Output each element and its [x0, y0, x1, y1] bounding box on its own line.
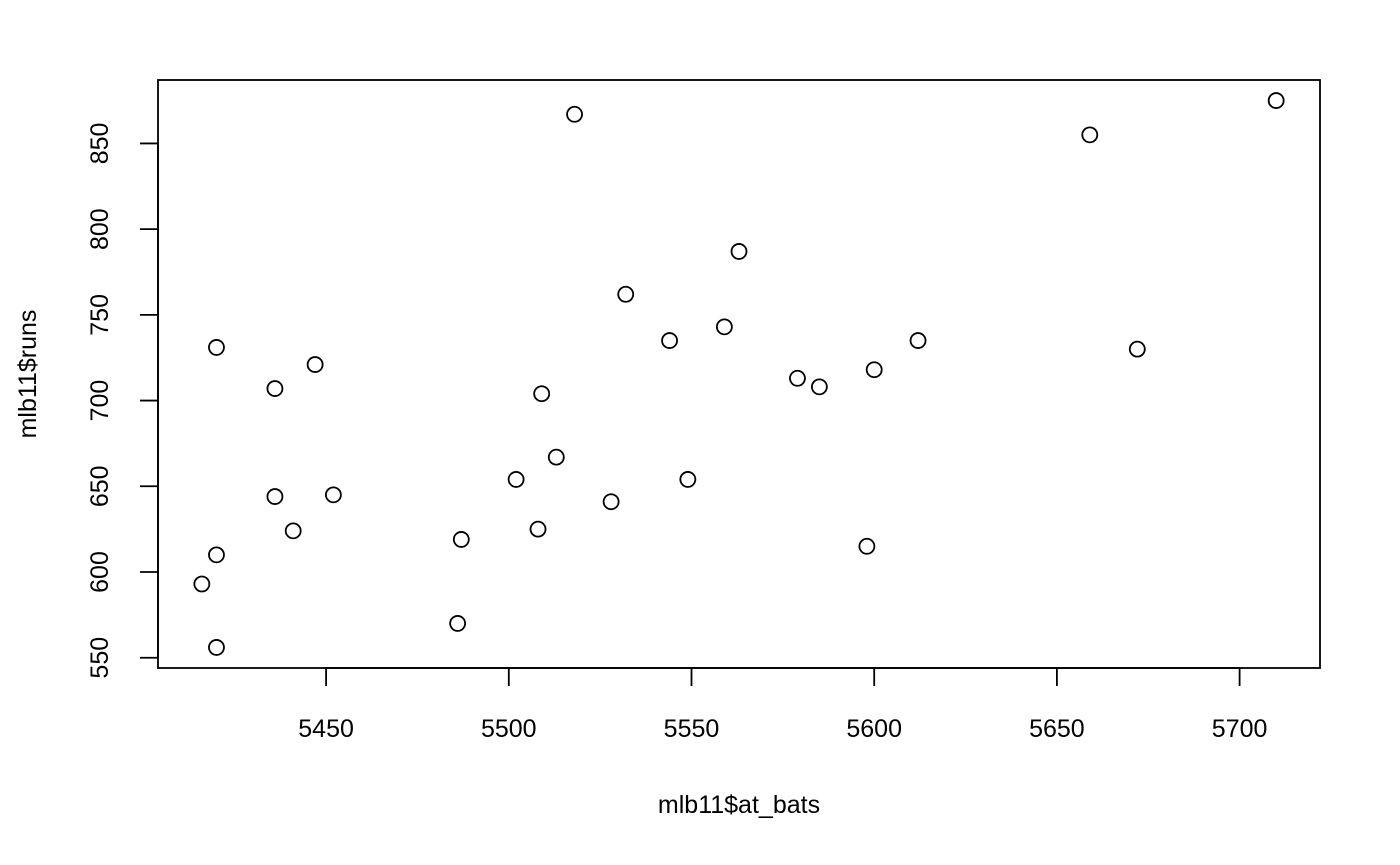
data-point	[449, 615, 467, 632]
y-tick-label: 800	[86, 208, 114, 250]
data-point	[909, 332, 927, 349]
data-point	[533, 385, 551, 403]
data-point	[679, 471, 697, 488]
x-tick-label: 5500	[481, 715, 537, 743]
data-point	[306, 356, 324, 373]
plot-frame	[157, 79, 1321, 669]
data-point	[661, 332, 678, 349]
x-tick-label: 5450	[298, 715, 354, 743]
x-axis: 5450 5500 5550 5600 5650 5700	[298, 667, 1268, 743]
data-point	[730, 243, 748, 260]
data-point	[284, 522, 302, 540]
y-tick-label: 850	[86, 123, 114, 165]
y-axis: 550 600 650 700 750 800 850	[86, 123, 159, 679]
y-tick-label: 550	[86, 637, 114, 679]
data-point	[1267, 92, 1285, 109]
data-point	[208, 546, 225, 564]
data-point	[617, 285, 635, 303]
data-point	[1081, 126, 1099, 144]
data-point	[865, 361, 883, 379]
data-point	[858, 537, 876, 555]
data-point	[566, 105, 583, 123]
data-point	[715, 318, 733, 336]
y-axis-label: mlb11$runs	[14, 310, 42, 439]
x-tick-label: 5600	[846, 715, 902, 743]
x-axis-label: mlb11$at_bats	[658, 791, 820, 819]
data-point	[507, 471, 525, 488]
y-tick-label: 750	[86, 294, 114, 336]
data-point	[602, 493, 620, 511]
data-point	[266, 380, 284, 397]
data-point	[208, 339, 225, 356]
x-tick-label: 5550	[664, 715, 720, 743]
y-tick-label: 700	[86, 380, 114, 422]
data-point	[266, 488, 284, 505]
x-tick-label: 5650	[1029, 715, 1085, 743]
data-point	[193, 575, 211, 593]
y-tick-label: 650	[86, 465, 114, 507]
data-point	[789, 369, 806, 387]
data-point	[529, 520, 547, 538]
data-points	[193, 92, 1285, 656]
y-tick-label: 600	[86, 551, 114, 593]
data-point	[810, 378, 828, 396]
data-point	[208, 639, 225, 656]
data-point	[547, 448, 565, 466]
x-tick-label: 5700	[1212, 715, 1268, 743]
data-point	[324, 486, 342, 504]
data-point	[1128, 340, 1146, 358]
data-point	[452, 531, 470, 548]
